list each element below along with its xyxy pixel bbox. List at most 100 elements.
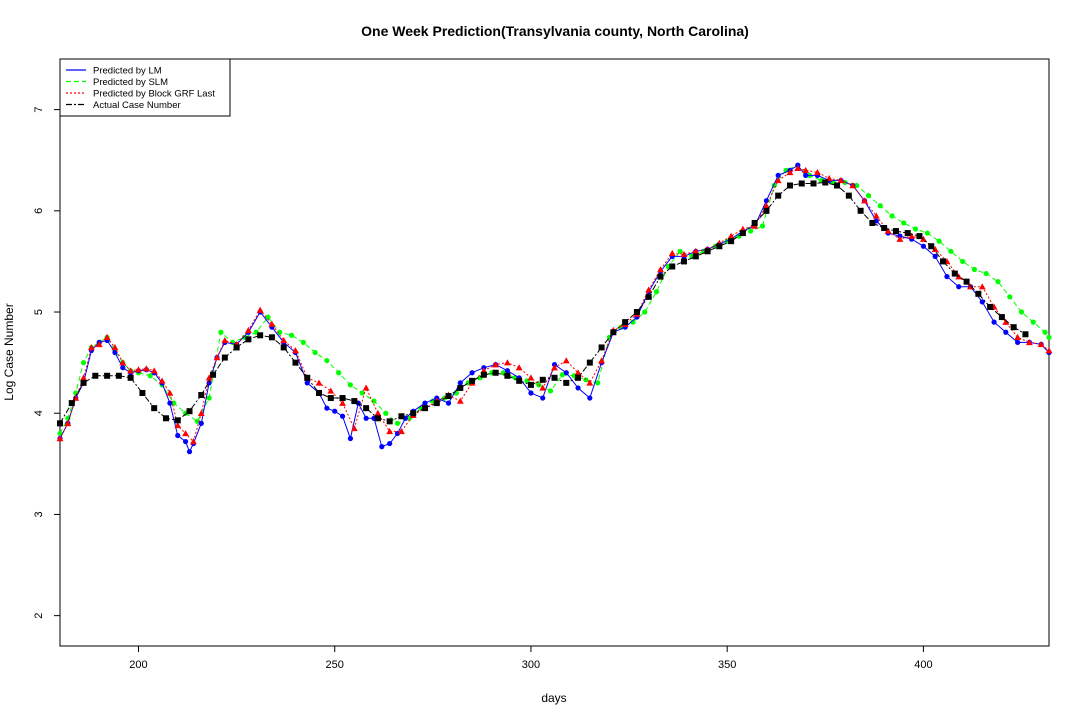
data-point (951, 270, 958, 277)
data-point (928, 243, 935, 250)
data-point (362, 384, 370, 391)
data-point (339, 413, 346, 419)
series-layer (56, 162, 1053, 455)
data-point (174, 417, 181, 424)
data-point (940, 258, 947, 265)
x-tick-label: 200 (129, 659, 147, 671)
y-tick-label: 4 (33, 410, 45, 416)
data-point (398, 428, 405, 435)
x-tick-label: 400 (914, 659, 932, 671)
data-point (515, 364, 523, 371)
data-point (786, 182, 793, 189)
data-point (798, 180, 805, 187)
data-point (692, 253, 699, 260)
data-point (457, 384, 464, 391)
data-point (677, 248, 683, 254)
data-point (527, 381, 534, 388)
data-point (120, 365, 126, 371)
data-point (739, 230, 746, 237)
y-tick-label: 7 (33, 107, 45, 113)
data-point (158, 377, 166, 384)
data-point (763, 207, 770, 214)
data-point (139, 389, 146, 396)
data-point (774, 177, 782, 184)
data-point (1003, 329, 1009, 335)
data-point (57, 420, 63, 427)
data-point (104, 372, 111, 379)
data-point (394, 420, 401, 426)
data-point (704, 248, 711, 255)
data-point (575, 385, 581, 391)
data-point (540, 395, 546, 401)
data-point (916, 233, 923, 240)
data-point (681, 258, 688, 265)
data-point (80, 374, 87, 381)
data-point (492, 361, 500, 368)
data-point (516, 377, 523, 384)
data-point (256, 306, 264, 313)
data-point (539, 384, 547, 391)
legend-label-predicted-by-slm: Predicted by SLM (93, 77, 168, 88)
data-point (339, 395, 346, 402)
y-axis-label: Log Case Number (2, 303, 16, 400)
data-point (814, 168, 821, 176)
legend-label-actual-case-number: Actual Case Number (93, 100, 181, 111)
data-point (889, 213, 895, 219)
data-point (669, 263, 676, 270)
legend-label-predicted-by-lm: Predicted by LM (93, 66, 162, 77)
data-point (312, 349, 318, 356)
data-point (610, 329, 617, 336)
data-point (186, 408, 193, 415)
data-point (586, 379, 594, 386)
data-point (327, 395, 334, 402)
data-point (877, 203, 883, 209)
data-point (135, 366, 142, 373)
data-point (339, 399, 346, 406)
data-point (469, 370, 475, 376)
data-point (630, 319, 636, 325)
data-point (668, 249, 676, 257)
data-point (931, 245, 939, 252)
data-point (657, 273, 664, 280)
data-point (324, 357, 330, 364)
data-point (244, 326, 252, 333)
data-point (421, 405, 428, 412)
data-point (304, 380, 310, 386)
data-point (528, 390, 534, 396)
y-tick-label: 5 (33, 309, 45, 315)
data-point (995, 279, 1001, 285)
data-point (1037, 341, 1045, 348)
data-point (1022, 331, 1029, 338)
data-point (956, 284, 962, 290)
data-point (80, 379, 87, 386)
data-point (492, 369, 499, 376)
data-point (386, 418, 393, 425)
data-point (268, 320, 276, 327)
data-point (849, 182, 857, 189)
data-point (920, 243, 927, 249)
data-point (197, 409, 205, 416)
data-point (150, 367, 158, 374)
data-point (280, 344, 287, 351)
data-point (300, 339, 306, 345)
data-point (834, 182, 841, 189)
data-point (350, 425, 358, 432)
data-point (213, 354, 221, 361)
data-point (142, 365, 150, 372)
data-point (551, 374, 558, 381)
data-point (112, 349, 118, 356)
data-point (759, 223, 766, 229)
data-point (1046, 334, 1052, 340)
data-point (221, 336, 229, 344)
data-point (978, 283, 986, 290)
series-actual-case-number (57, 179, 1029, 427)
data-point (379, 444, 385, 450)
data-point (347, 382, 354, 388)
data-point (586, 359, 593, 366)
data-point (1007, 294, 1013, 300)
data-point (633, 309, 640, 316)
data-point (653, 289, 660, 295)
data-point (559, 372, 565, 378)
data-point (1015, 339, 1021, 345)
data-point (398, 413, 405, 420)
